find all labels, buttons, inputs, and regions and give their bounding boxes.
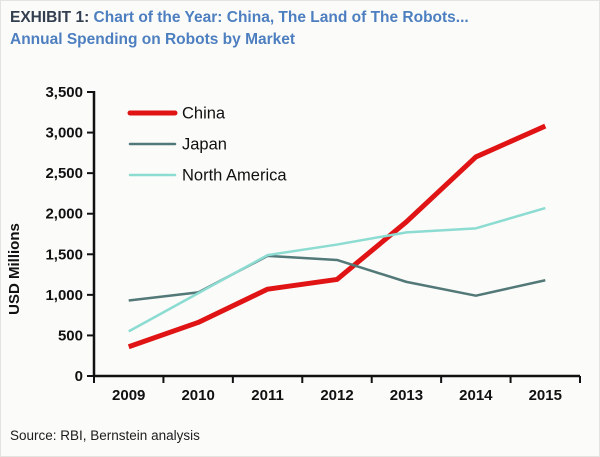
y-tick-label: 500 (58, 327, 83, 344)
x-tick-label: 2011 (251, 387, 284, 404)
exhibit-header: EXHIBIT 1: Chart of the Year: China, The… (10, 7, 593, 50)
series-line-china (127, 123, 547, 350)
series-line-north-america (128, 206, 546, 333)
y-tick-label: 0 (75, 368, 83, 385)
y-tick-label: 2,000 (45, 206, 83, 223)
y-tick-label: 1,000 (45, 287, 83, 304)
y-axis-label: USD Millions (6, 223, 23, 315)
x-tick-label: 2009 (112, 387, 145, 404)
annual-robot-spending-chart: 0 500 1,000 1,500 2,000 2,500 3,000 3,500 2009 20… (6, 84, 581, 404)
chart-title-line1: Chart of the Year: China, The Land of Th… (93, 9, 469, 26)
legend-label-china: China (182, 105, 226, 123)
x-tick-label: 2010 (181, 387, 214, 404)
y-tick-label: 2,500 (45, 165, 83, 182)
exhibit-label: EXHIBIT 1: (10, 9, 90, 26)
legend-label-japan: Japan (182, 136, 227, 154)
chart-title-line2: Annual Spending on Robots by Market (10, 30, 296, 48)
x-tick-label: 2015 (529, 387, 562, 404)
x-tick-label: 2012 (320, 387, 353, 404)
y-tick-label: 3,500 (45, 84, 83, 101)
legend-label-north-america: North America (182, 167, 287, 185)
x-tick-label: 2013 (390, 387, 423, 404)
y-tick-label: 3,000 (45, 125, 83, 142)
source-note: Source: RBI, Bernstein analysis (10, 428, 200, 443)
y-tick-label: 1,500 (45, 246, 83, 263)
x-tick-label: 2014 (459, 387, 493, 404)
chart-area: 0 500 1,000 1,500 2,000 2,500 3,000 3,500 2009 20… (1, 79, 600, 414)
